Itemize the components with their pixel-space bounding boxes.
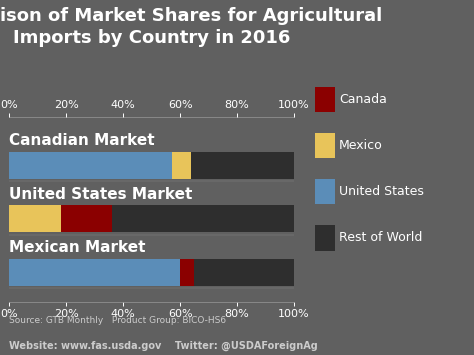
Bar <box>9 259 180 286</box>
Bar <box>172 152 191 179</box>
Text: Mexican Market: Mexican Market <box>9 240 146 255</box>
Text: Canadian Market: Canadian Market <box>9 133 155 148</box>
Bar <box>194 259 294 286</box>
Text: United States: United States <box>339 185 424 198</box>
Text: United States Market: United States Market <box>9 187 193 202</box>
Bar <box>9 206 61 232</box>
Bar <box>112 206 294 232</box>
Text: Canada: Canada <box>339 93 387 106</box>
Bar <box>191 152 294 179</box>
Text: Comparison of Market Shares for Agricultural
Imports by Country in 2016: Comparison of Market Shares for Agricult… <box>0 7 382 47</box>
Text: Mexico: Mexico <box>339 139 383 152</box>
Text: Rest of World: Rest of World <box>339 231 422 244</box>
Text: Website: www.fas.usda.gov    Twitter: @USDAForeignAg: Website: www.fas.usda.gov Twitter: @USDA… <box>9 341 318 351</box>
Bar <box>180 259 194 286</box>
Text: Source: GTB Monthly   Product Group: BICO-HS6: Source: GTB Monthly Product Group: BICO-… <box>9 316 227 325</box>
Bar <box>61 206 112 232</box>
Bar <box>9 152 172 179</box>
